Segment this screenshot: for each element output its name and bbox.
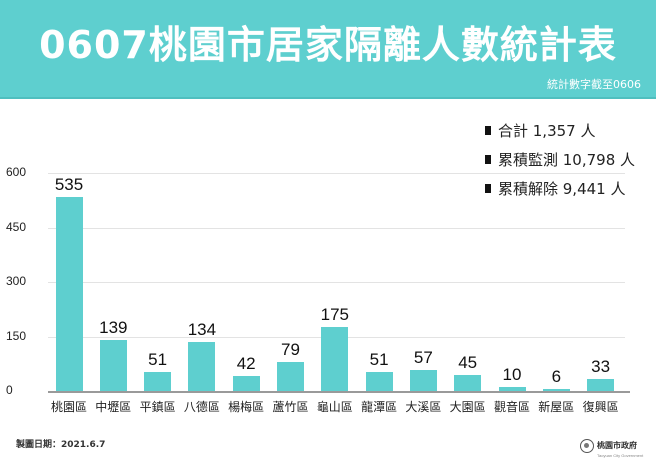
stat-label: 累積解除 9,441 人	[498, 180, 626, 198]
bar-value-label: 42	[236, 353, 256, 373]
x-axis-line	[48, 391, 630, 393]
bar	[321, 327, 349, 391]
bar	[188, 342, 216, 391]
square-bullet-icon	[485, 126, 491, 135]
stat-label: 累積監測 10,798 人	[498, 151, 636, 169]
page-subtitle: 統計數字截至0606	[547, 78, 641, 91]
bar	[144, 372, 172, 391]
bar-value-label: 33	[591, 357, 611, 376]
x-axis-category-label: 桃園區	[50, 400, 87, 414]
gridline	[48, 282, 625, 283]
bar	[542, 388, 570, 391]
bar	[409, 370, 437, 391]
bar	[498, 387, 526, 391]
bar-value-label: 79	[281, 340, 300, 360]
header-banner: 0607桃園市居家隔離人數統計表 統計數字截至0606	[0, 0, 656, 99]
page-title: 0607桃園市居家隔離人數統計表	[39, 23, 617, 67]
bar-value-label: 139	[99, 318, 128, 338]
x-axis-category-label: 中壢區	[95, 400, 132, 414]
bar	[55, 196, 83, 391]
bar	[587, 379, 615, 391]
bar-value-label: 535	[54, 174, 84, 194]
y-axis-tick-label: 150	[6, 328, 27, 343]
summary-stats: 合計 1,357 人 累積監測 10,798 人 累積解除 9,441 人	[485, 116, 635, 203]
square-bullet-icon	[485, 155, 491, 164]
stat-label: 合計 1,357 人	[498, 122, 596, 140]
square-bullet-icon	[485, 184, 491, 193]
bar-value-label: 57	[413, 348, 433, 368]
bar-chart: 0 150 300 450 600 535 桃園區 139 中壢區 51 平鎮區 134 八德區 42 楊梅…	[0, 160, 656, 420]
x-axis-category-label: 平鎮區	[139, 400, 176, 414]
x-axis-category-label: 觀音區	[493, 400, 530, 414]
bar-value-label: 45	[458, 352, 478, 372]
government-logo: 桃園市政府 Taoyuan City Government	[580, 433, 643, 458]
x-axis-category-label: 大溪區	[405, 400, 442, 414]
production-date: 製圖日期：2021.6.7	[16, 440, 106, 450]
y-axis-tick-label: 600	[6, 165, 27, 179]
gridline	[48, 227, 625, 229]
bar	[365, 372, 393, 391]
stat-total: 合計 1,357 人	[485, 116, 635, 145]
x-axis-category-label: 楊梅區	[228, 400, 265, 414]
bar-value-label: 6	[551, 366, 562, 386]
x-axis-category-label: 龍潭區	[361, 400, 398, 414]
x-axis-category-label: 大園區	[449, 400, 486, 414]
bar	[454, 374, 482, 391]
bar	[232, 375, 260, 391]
y-axis-tick-label: 300	[6, 274, 27, 288]
y-axis-tick-label: 450	[6, 219, 27, 234]
bar	[277, 362, 304, 391]
bar	[99, 340, 127, 391]
stat-cumulative-released: 累積解除 9,441 人	[485, 174, 635, 203]
x-axis-category-label: 新屋區	[538, 400, 575, 414]
x-axis-category-label: 蘆竹區	[272, 400, 309, 414]
logo-text: 桃園市政府	[597, 441, 637, 450]
bar-value-label: 175	[320, 305, 349, 325]
city-seal-icon	[580, 438, 594, 453]
x-axis-category-label: 復興區	[582, 400, 619, 414]
bar-value-label: 51	[369, 350, 389, 370]
gridline	[48, 173, 625, 174]
bar-value-label: 134	[187, 320, 217, 340]
y-axis-tick-label: 0	[6, 383, 13, 397]
bar-value-label: 51	[148, 350, 168, 370]
bar-value-label: 10	[502, 365, 522, 385]
x-axis-category-label: 八德區	[183, 400, 220, 414]
stat-cumulative-monitored: 累積監測 10,798 人	[485, 145, 635, 174]
logo-subtext: Taoyuan City Government	[597, 453, 644, 458]
x-axis-category-label: 龜山區	[316, 400, 353, 414]
